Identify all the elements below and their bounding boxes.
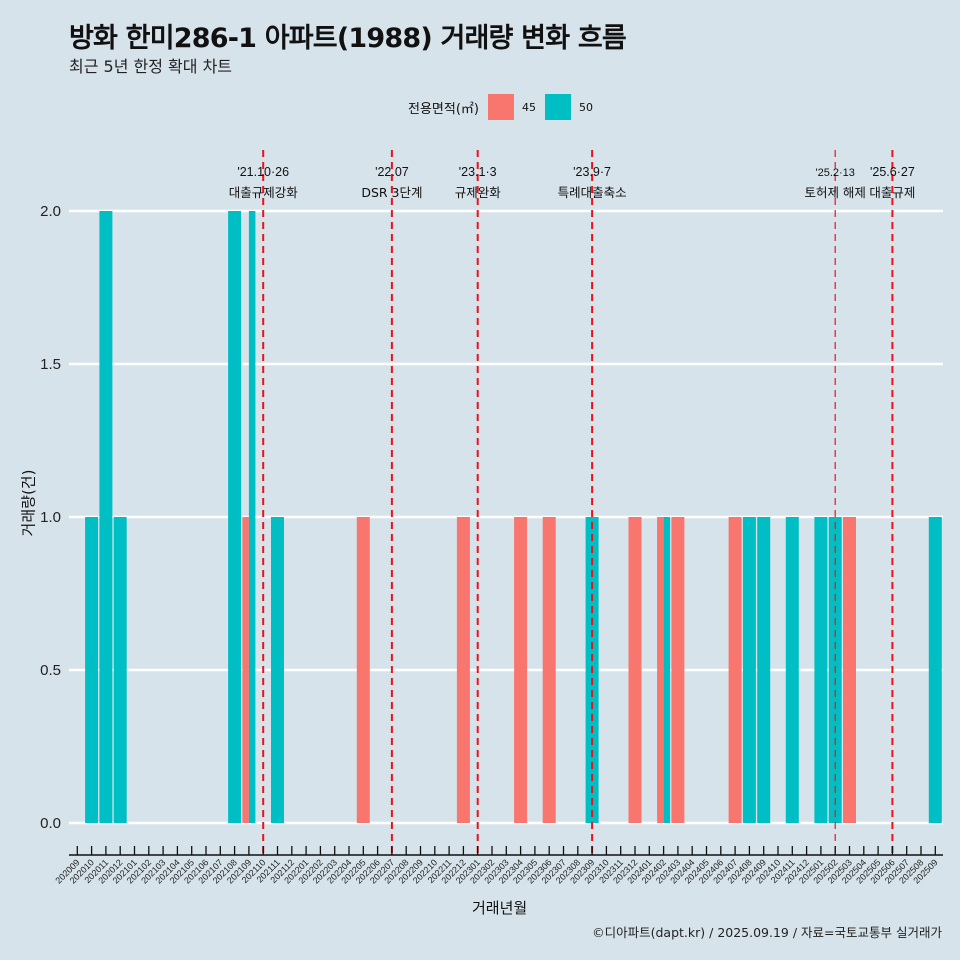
bar-45-202407 [728, 517, 742, 823]
bar-50-202108 [228, 211, 242, 823]
chart-subtitle: 최근 5년 한정 확대 차트 [69, 57, 233, 76]
bar-45-202403 [671, 517, 685, 823]
bar-50-202010 [85, 517, 99, 823]
legend-key-45 [487, 94, 514, 120]
legend-label-50: 50 [578, 100, 593, 114]
bar-50-202011 [99, 211, 113, 823]
event-date-label: '21.10·26 [237, 165, 289, 179]
y-tick-label: 1.0 [40, 509, 61, 526]
chart-title: 방화 한미286-1 아파트(1988) 거래량 변화 흐름 [69, 23, 627, 54]
bar-50-202409 [757, 517, 771, 823]
footer-credit: ©디아파트(dapt.kr) / 2025.09.19 / 자료=국토교통부 실… [592, 925, 942, 940]
event-name-label: 규제완화 [455, 185, 502, 200]
bar-50-202411 [785, 517, 799, 823]
legend: 전용면적(㎡) 45 50 [408, 94, 602, 120]
event-lines: '21.10·26 대출규제강화 '22.07 DSR 3단계 '23.1·3 규제완화 '… [229, 150, 915, 855]
bar-50-202408 [742, 517, 756, 823]
bar-50-202012 [113, 517, 127, 823]
bar-45-202306 [542, 517, 556, 823]
legend-title: 전용면적(㎡) [408, 101, 479, 117]
event-name-label: 특례대출축소 [558, 185, 627, 200]
y-tick-label: 2.0 [40, 203, 61, 220]
bar-45-202205 [356, 517, 370, 823]
bar-50-202509 [928, 517, 942, 823]
gridlines [69, 209, 943, 825]
bar-45-202212 [456, 517, 470, 823]
event-date-label: '22.07 [375, 165, 409, 179]
bar-50-202109 [248, 211, 256, 823]
bar-45-202312 [628, 517, 642, 823]
y-tick-label: 0.5 [40, 662, 61, 679]
bar-45-202402 [657, 517, 664, 823]
event-date-label: '23.1·3 [459, 165, 497, 179]
bar-50-202402 [663, 517, 671, 823]
bar-50-202501 [814, 517, 828, 823]
y-axis-title: 거래량(건) [19, 469, 38, 537]
y-tick-label: 1.5 [40, 356, 61, 373]
event-date-label: '23.9·7 [573, 165, 611, 179]
event-date-label: '25.2·13 [815, 167, 854, 179]
axes: 0.00.51.01.52.02020092020102020112020122… [40, 203, 943, 886]
bar-45-202109 [242, 517, 249, 823]
event-name-label: 토허제 해제 [804, 185, 865, 200]
y-tick-label: 0.0 [40, 815, 61, 832]
event-name-label: 대출규제 [869, 185, 915, 200]
legend-key-50 [544, 94, 571, 120]
bar-50-202111 [271, 517, 284, 823]
event-name-label: DSR 3단계 [361, 185, 422, 200]
legend-label-45: 45 [521, 100, 536, 114]
x-axis-title: 거래년월 [472, 899, 528, 917]
event-date-label: '25.6·27 [870, 165, 915, 179]
bar-45-202304 [514, 517, 528, 823]
bar-45-202503 [843, 517, 856, 823]
event-name-label: 대출규제강화 [229, 185, 299, 200]
